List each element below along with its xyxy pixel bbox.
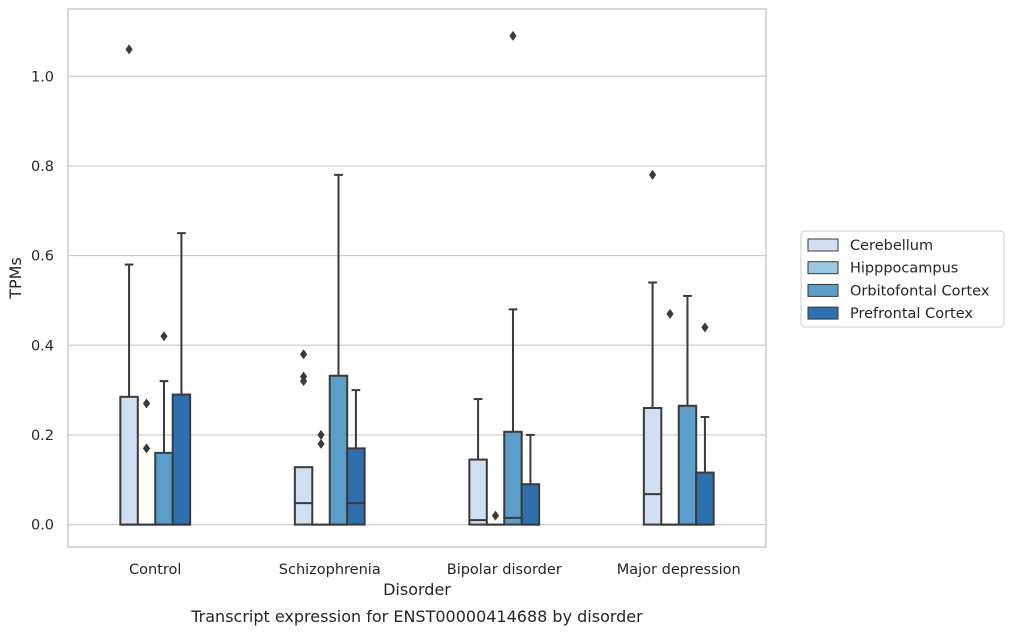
box [695, 471, 715, 526]
y-tick-label: 0.0 [31, 518, 54, 534]
box-group [677, 294, 698, 526]
y-tick-label: 0.4 [31, 338, 54, 354]
box [346, 447, 366, 526]
box [468, 458, 488, 526]
flier-point [509, 30, 517, 41]
legend-frame [800, 230, 1005, 328]
flier-point [125, 44, 133, 55]
series-prefrontal-cortex [171, 232, 715, 526]
flier-point [317, 438, 325, 449]
x-tick-label: Bipolar disorder [447, 562, 562, 578]
box-group [520, 433, 541, 526]
x-axis-title: Disorder [383, 580, 451, 599]
box-group [293, 349, 314, 526]
box-series [119, 30, 715, 526]
legend-label: Cerebellum [850, 238, 933, 254]
box [171, 393, 192, 526]
flier-point [648, 169, 657, 180]
box [503, 430, 523, 526]
legend-label: Orbitofontal Cortex [850, 283, 990, 299]
box-group [328, 173, 349, 526]
flier-point [299, 349, 308, 360]
y-tick-labels: 0.0 0.2 0.4 0.6 0.8 1.0 [31, 69, 54, 533]
legend-label: Hipppocampus [850, 261, 958, 277]
box [677, 404, 698, 526]
flier-point [299, 371, 308, 382]
box-group [642, 169, 663, 526]
box-group [468, 398, 488, 526]
flier-point [317, 429, 325, 440]
box [520, 483, 541, 526]
box [293, 466, 314, 526]
y-tick-label: 0.8 [31, 159, 54, 175]
flier-point [142, 398, 151, 409]
box-group [503, 30, 523, 526]
box-group [119, 44, 139, 526]
series-orbitofontal-cortex [154, 30, 698, 526]
box [328, 374, 349, 526]
y-axis-title: TPMs [6, 257, 25, 300]
box [154, 451, 174, 526]
box-group [695, 322, 715, 526]
legend-swatch [807, 261, 839, 275]
x-tick-label: Control [129, 562, 181, 578]
legend: Cerebellum Hipppocampus Orbitofontal Corte… [800, 230, 1005, 328]
flier-point [701, 322, 709, 333]
legend-swatch [807, 238, 839, 252]
flier-point [142, 443, 151, 454]
x-tick-label: Schizophrenia [279, 562, 381, 578]
y-tick-label: 1.0 [31, 69, 54, 85]
legend-swatch [807, 283, 839, 297]
legend-label: Prefrontal Cortex [850, 306, 973, 322]
flier-point [491, 510, 500, 521]
box-group [171, 232, 192, 526]
box [119, 395, 139, 526]
y-tick-label: 0.2 [31, 428, 54, 444]
flier-point [160, 331, 168, 342]
legend-swatch [807, 306, 839, 320]
box-group [346, 389, 366, 526]
x-tick-label: Major depression [617, 562, 741, 578]
chart-caption: Transcript expression for ENST0000041468… [190, 607, 643, 626]
flier-point [666, 308, 674, 319]
y-tick-label: 0.6 [31, 249, 54, 265]
x-tick-labels: Control Schizophrenia Bipolar disorder Majo… [129, 562, 741, 578]
series-cerebellum [119, 44, 663, 526]
box [642, 407, 663, 526]
